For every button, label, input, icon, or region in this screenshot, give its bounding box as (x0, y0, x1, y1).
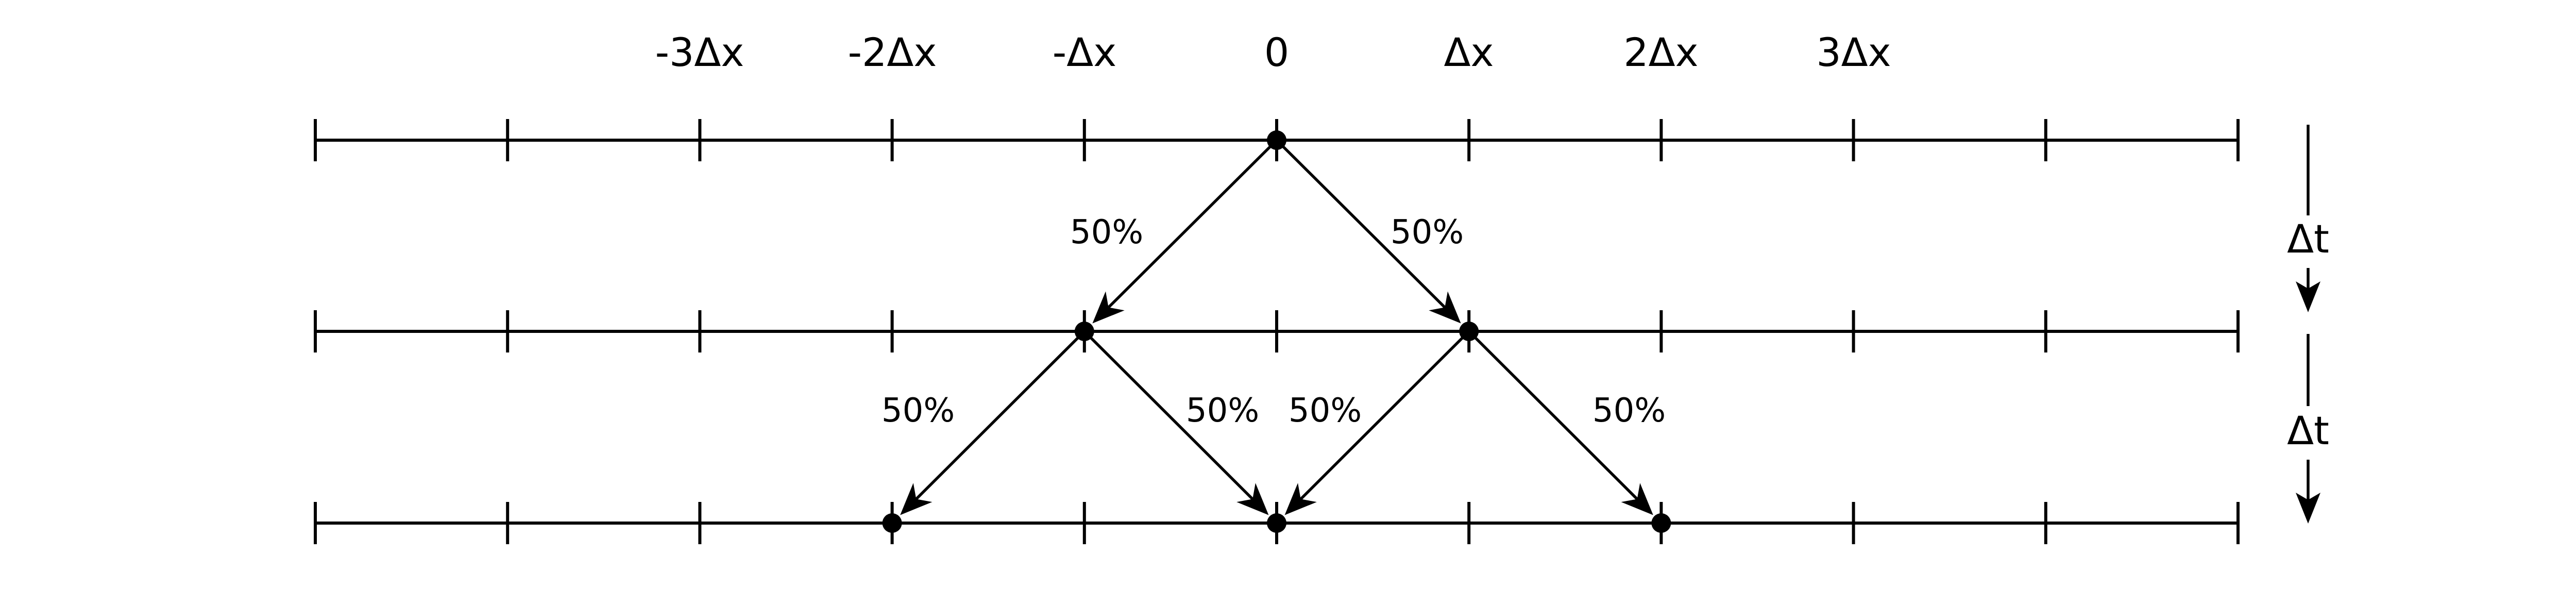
transition-arrow-line (1299, 336, 1464, 500)
x-label-2dx: 2Δx (1623, 29, 1698, 75)
walker-position-dot (1267, 130, 1286, 150)
x-label-3dx: 3Δx (1816, 29, 1891, 75)
occupied-points (882, 130, 1671, 533)
transition-arrow-head (1621, 483, 1653, 515)
transition-arrows (900, 145, 1653, 515)
transition-arrow-line (1281, 145, 1446, 309)
prob-label-level0-left: 50% (1070, 213, 1143, 251)
x-label-dx: Δx (1444, 29, 1494, 75)
transition-arrow-head (1092, 291, 1125, 324)
prob-label-level1-c: 50% (1289, 392, 1362, 430)
probability-labels: 50% 50% 50% 50% 50% 50% (882, 213, 1666, 430)
transition-arrow-head (900, 483, 933, 515)
prob-label-level1-b: 50% (1186, 392, 1259, 430)
number-lines (314, 119, 2240, 544)
time-step-indicators: Δt Δt (2287, 125, 2329, 524)
transition-arrow-line (915, 336, 1080, 500)
transition-arrow-line (1473, 336, 1638, 500)
x-label-minus-dx: -Δx (1053, 29, 1116, 75)
time-arrow-1-head (2296, 281, 2320, 312)
transition-arrow-line (1089, 336, 1254, 500)
prob-label-level0-right: 50% (1391, 213, 1464, 251)
transition-arrow-line (1107, 145, 1272, 309)
x-label-minus-3dx: -3Δx (655, 29, 744, 75)
x-label-minus-2dx: -2Δx (848, 29, 937, 75)
prob-label-level1-a: 50% (882, 392, 955, 430)
transition-arrow-head (1429, 291, 1461, 324)
time-step-label-2: Δt (2287, 408, 2329, 453)
x-label-zero: 0 (1264, 29, 1289, 75)
walker-position-dot (1459, 322, 1479, 341)
walker-position-dot (1267, 513, 1286, 533)
walker-position-dot (882, 513, 902, 533)
transition-arrow-head (1236, 483, 1269, 515)
transition-arrow-head (1284, 483, 1317, 515)
time-arrow-2-head (2296, 493, 2320, 524)
walker-position-dot (1074, 322, 1094, 341)
prob-label-level1-d: 50% (1592, 392, 1666, 430)
time-step-label-1: Δt (2287, 216, 2329, 262)
x-axis-labels: -3Δx -2Δx -Δx 0 Δx 2Δx 3Δx (655, 29, 1891, 75)
walker-position-dot (1651, 513, 1671, 533)
